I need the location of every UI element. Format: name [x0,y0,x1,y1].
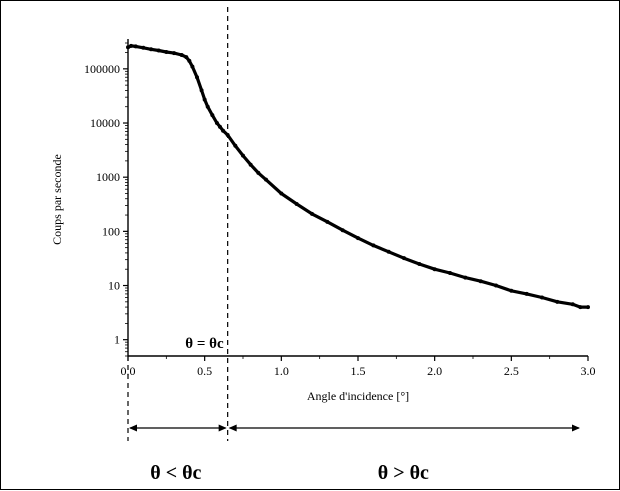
below-critical-label: θ < θc [150,462,201,484]
arrow-head-left [129,424,137,432]
data-point [478,279,483,284]
plot-area: 1 10 100 1000 10000 100000 0.0 0.5 1.0 1.5 2.0 2.5 3… [50,7,596,484]
data-point [187,58,192,63]
above-critical-label: θ > θc [378,462,429,484]
data-point [310,211,314,216]
data-point [448,271,452,276]
x-tick-label: 0.5 [197,364,212,378]
data-point [325,219,330,224]
y-tick-label: 100000 [84,62,120,76]
data-point [199,88,204,93]
data-point [570,302,575,307]
data-point [156,48,161,53]
arrow-head-right [572,424,580,432]
x-tick-label: 2.5 [504,364,519,378]
y-tick-label: 1000 [96,170,120,184]
data-point [218,124,222,129]
data-point [205,104,210,109]
data-point [586,305,590,310]
x-tick-label: 3.0 [581,364,596,378]
arrow-head-right [218,424,227,432]
data-point [256,170,261,175]
data-point [248,162,253,167]
data-point [241,153,245,158]
data-point [340,228,345,233]
data-point [417,261,422,266]
data-point [202,97,207,102]
data-point [279,191,284,196]
data-point [221,128,226,133]
critical-angle-label: θ = θc [185,336,224,352]
data-point [149,47,153,52]
data-point [578,305,583,310]
y-tick-label: 100 [102,224,120,238]
data-point [294,201,299,206]
data-point [540,295,544,300]
arrow-head-left [228,424,237,432]
x-tick-label: 1.0 [274,364,289,378]
data-point [195,75,199,80]
data-point [184,55,189,60]
data-point [386,249,391,254]
data-point [141,45,146,50]
data-point [172,51,176,56]
x-tick-label: 0.0 [121,364,136,378]
data-point [133,44,138,49]
data-point [356,236,360,241]
y-axis-title: Coups par seconde [50,154,64,245]
data-point [233,143,238,148]
data-point [463,275,468,280]
data-point [264,177,268,182]
y-tick-label: 10 [108,279,120,293]
x-tick-label: 2.0 [427,364,442,378]
y-tick-label: 10000 [90,116,120,130]
data-point [179,53,184,58]
data-point [494,283,498,288]
data-point [164,49,169,54]
data-point [432,267,437,272]
data-point [402,256,406,261]
data-series-line [127,44,588,309]
data-point [210,113,215,118]
data-point [524,291,529,296]
data-point [509,288,514,293]
data-point [129,43,134,48]
data-point [126,45,130,50]
x-axis-title: Angle d'incidence [°] [307,389,409,403]
data-point [214,121,219,126]
data-point [190,64,195,69]
data-point [555,299,560,304]
data-point [371,243,376,248]
y-tick-label: 1 [114,333,120,347]
x-tick-label: 1.5 [351,364,366,378]
